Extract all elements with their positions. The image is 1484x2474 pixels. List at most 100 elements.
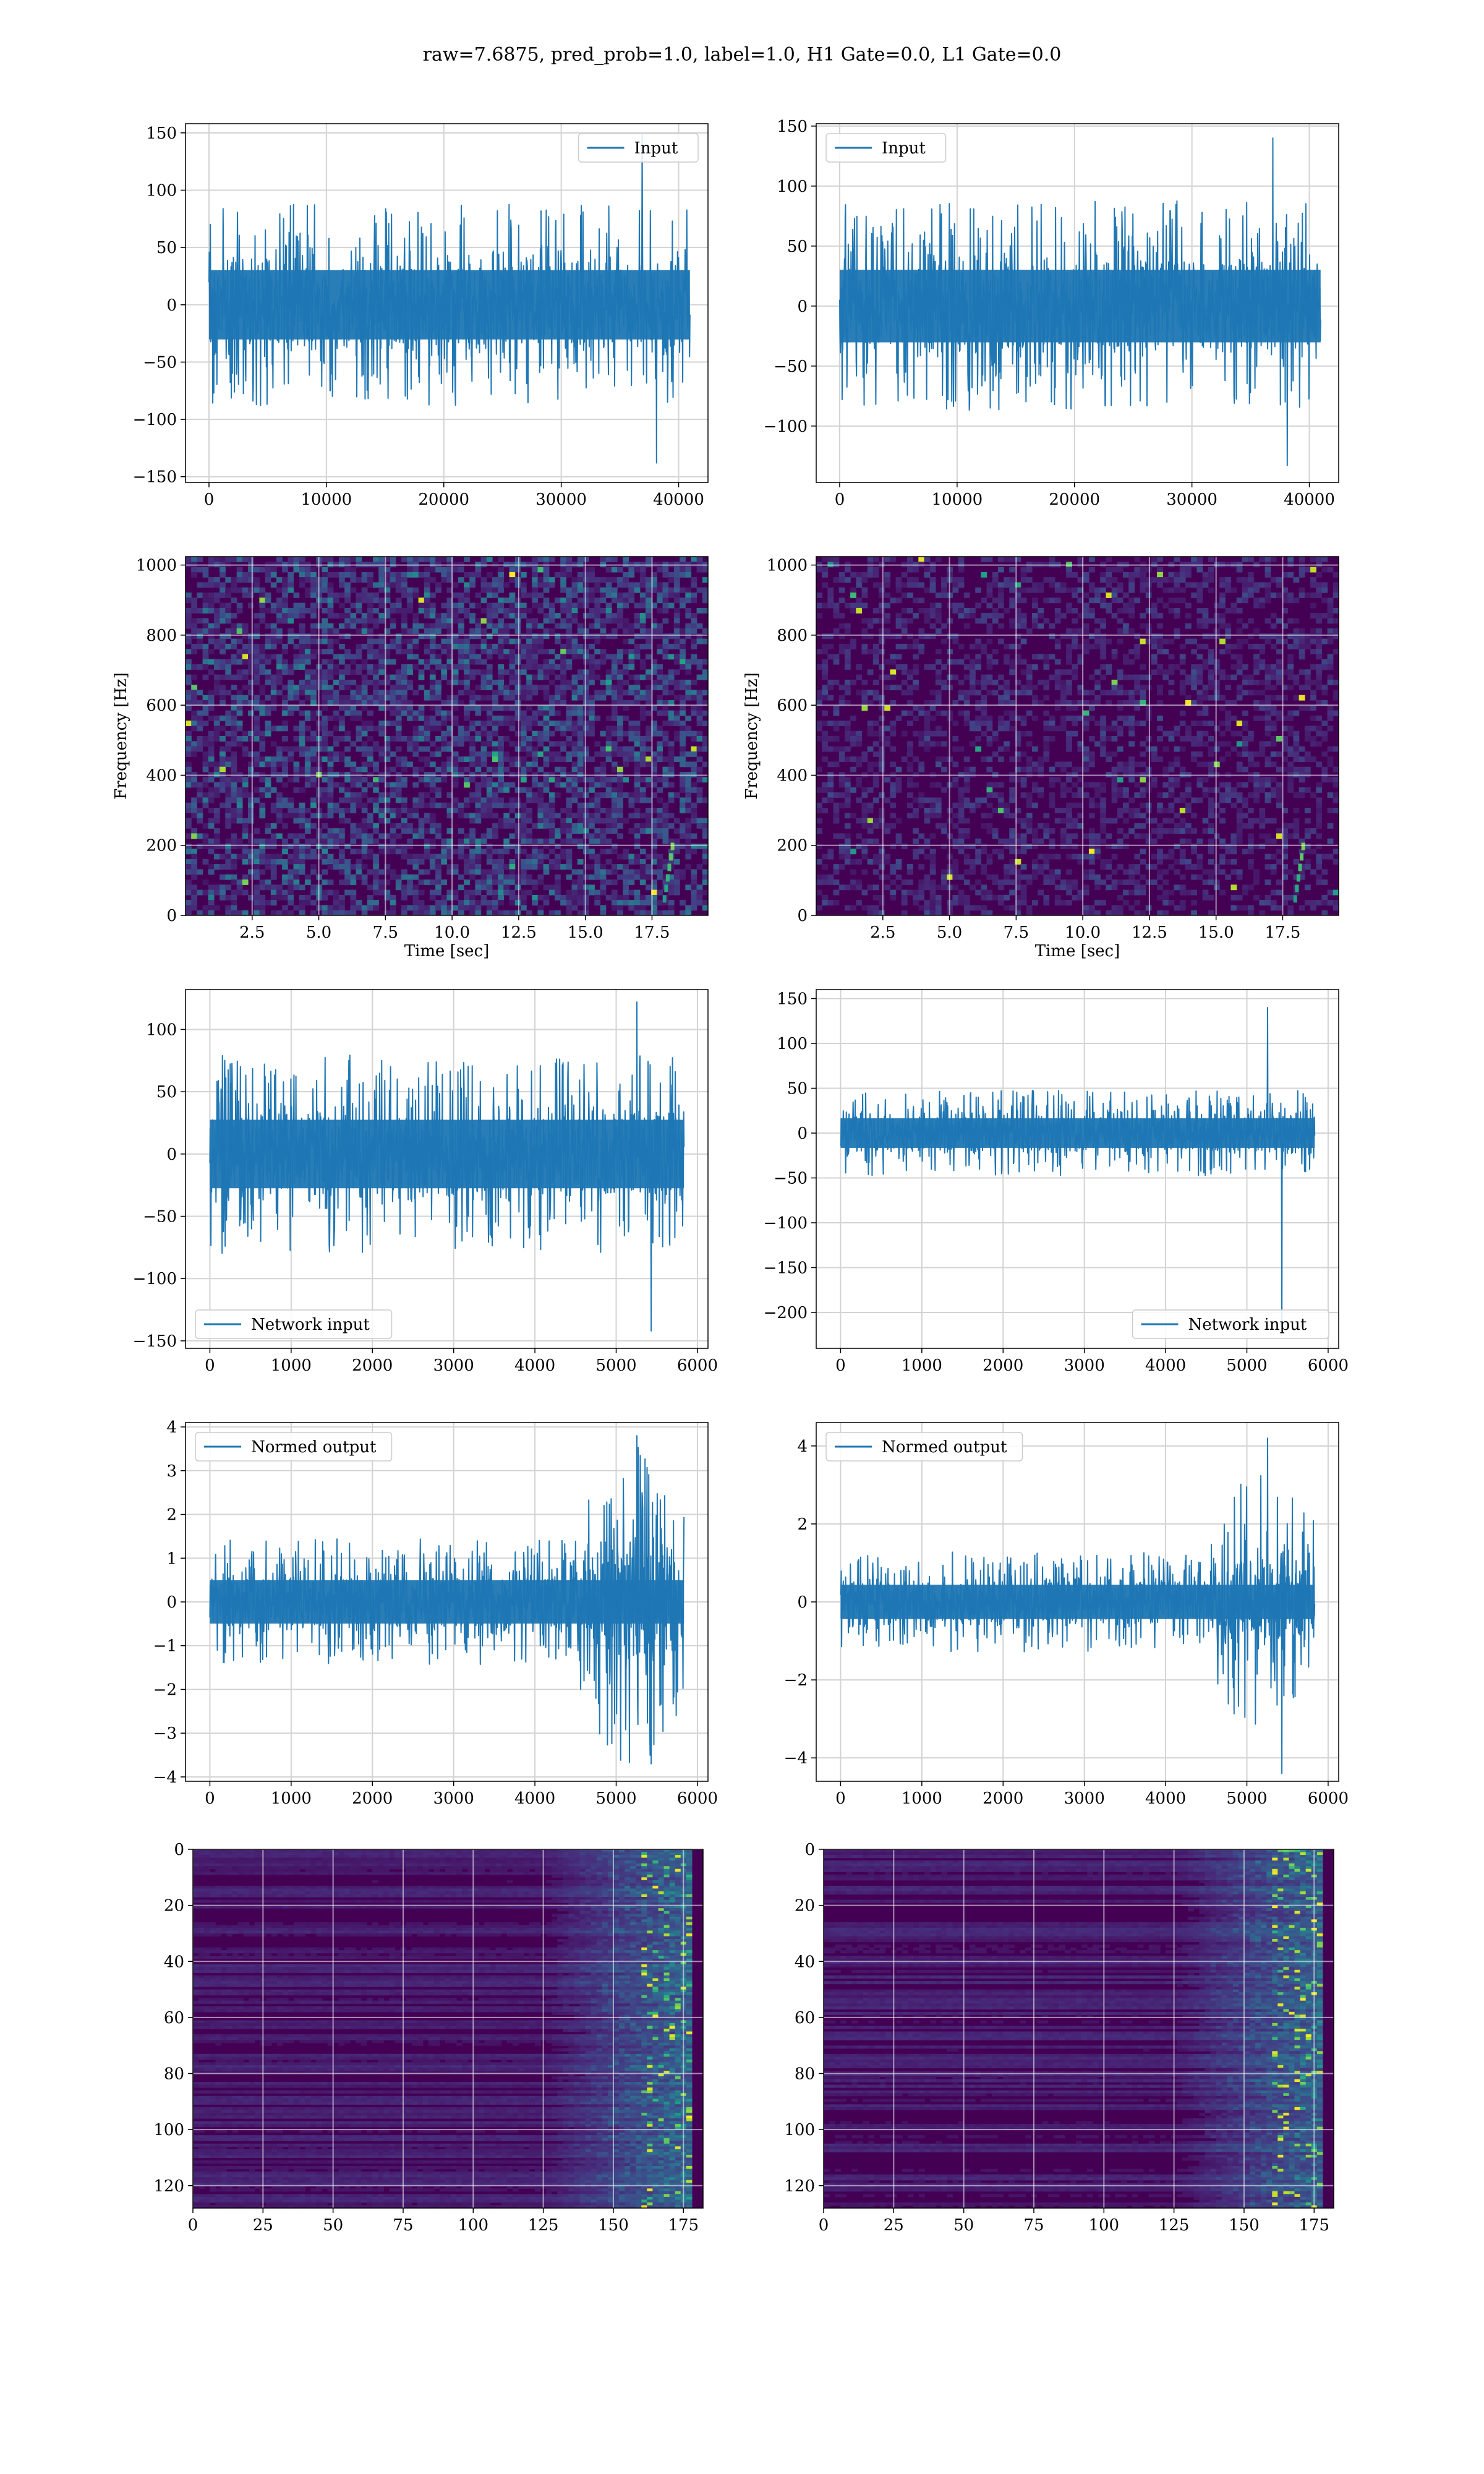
heatmap-cell: [685, 607, 692, 614]
heatmap-cell: [344, 864, 351, 870]
heatmap-cell: [186, 751, 192, 757]
heatmap-cell: [680, 643, 686, 649]
heatmap-cell: [304, 838, 311, 844]
heatmap-cell: [611, 695, 618, 701]
heatmap-cell: [514, 854, 521, 860]
heatmap-cell: [458, 766, 464, 773]
heatmap-cell: [867, 618, 874, 624]
heatmap-cell: [333, 751, 339, 757]
heatmap-cell: [333, 894, 339, 901]
heatmap-cell: [191, 567, 197, 573]
heatmap-cell: [890, 633, 897, 640]
heatmap-cell: [543, 782, 550, 788]
heatmap-cell: [537, 864, 544, 870]
heatmap-cell: [639, 736, 646, 742]
heatmap-cell: [480, 705, 487, 711]
heatmap-cell: [520, 613, 527, 618]
heatmap-cell: [935, 900, 942, 905]
heatmap-cell: [662, 828, 669, 834]
heatmap-cell: [259, 649, 266, 654]
heatmap-cell: [339, 679, 345, 685]
heatmap-cell: [322, 715, 328, 721]
heatmap-cell: [673, 818, 680, 824]
heatmap-cell: [509, 613, 516, 618]
heatmap-cell: [662, 910, 669, 915]
heatmap-cell: [464, 597, 470, 604]
heatmap-cell: [356, 597, 362, 604]
heatmap-cell: [582, 679, 589, 685]
heatmap-cell: [589, 884, 595, 891]
heatmap-cell: [259, 858, 266, 865]
heatmap-cell: [367, 838, 373, 844]
heatmap-cell: [913, 582, 919, 588]
heatmap-cell: [310, 623, 317, 629]
heatmap-cell: [822, 659, 828, 665]
heatmap-cell: [197, 582, 203, 588]
figure-title: raw=7.6875, pred_prob=1.0, label=1.0, H1…: [423, 44, 1062, 66]
heatmap-cell: [350, 823, 357, 829]
heatmap-cell: [304, 766, 311, 773]
heatmap-cell: [236, 721, 243, 726]
heatmap-cell: [186, 884, 192, 891]
heatmap-cell: [498, 597, 504, 604]
heatmap-cell: [646, 726, 652, 732]
heatmap-cell: [691, 900, 697, 905]
heatmap-cell: [486, 715, 493, 721]
heatmap-cell: [856, 782, 863, 788]
heatmap-cell: [901, 756, 908, 762]
heatmap-cell: [197, 736, 203, 742]
heatmap-cell: [270, 858, 277, 865]
heatmap-cell: [582, 582, 589, 588]
heatmap-cell: [560, 685, 566, 690]
heatmap-cell: [446, 695, 453, 701]
heatmap-cell: [276, 854, 283, 860]
heatmap-cell: [617, 577, 623, 583]
heatmap-cell: [628, 736, 635, 742]
heatmap-cell: [220, 674, 226, 680]
heatmap-cell: [259, 741, 266, 747]
heatmap-cell: [361, 664, 368, 670]
heatmap-cell: [429, 607, 436, 614]
heatmap-cell: [446, 756, 453, 762]
heatmap-cell: [265, 674, 271, 680]
heatmap-cell: [327, 838, 334, 844]
heatmap-cell: [367, 643, 373, 649]
heatmap-cell: [350, 679, 357, 685]
heatmap-cell: [680, 602, 686, 609]
heatmap-cell: [582, 567, 589, 573]
heatmap-cell: [582, 669, 589, 675]
heatmap-cell: [288, 756, 294, 762]
heatmap-cell: [611, 669, 618, 675]
heatmap-cell: [571, 869, 578, 875]
heatmap-cell: [293, 633, 300, 640]
heatmap-cell: [259, 597, 266, 604]
heatmap-cell: [310, 674, 317, 680]
heatmap-cell: [424, 607, 430, 614]
heatmap-cell: [242, 633, 249, 640]
heatmap-cell: [367, 577, 373, 583]
heatmap-cell: [186, 818, 192, 824]
heatmap-cell: [498, 849, 504, 855]
heatmap-cell: [248, 818, 254, 824]
heatmap-cell: [514, 582, 521, 588]
heatmap-cell: [696, 659, 703, 665]
heatmap-cell: [872, 654, 879, 660]
heatmap-cell: [555, 751, 561, 757]
heatmap-cell: [685, 854, 692, 860]
heatmap-cell: [617, 593, 623, 598]
heatmap-cell: [236, 741, 243, 747]
heatmap-cell: [322, 607, 328, 614]
heatmap-cell: [327, 828, 334, 834]
heatmap-cell: [486, 654, 493, 660]
heatmap-cell: [225, 607, 232, 614]
heatmap-cell: [407, 643, 413, 649]
heatmap-cell: [702, 659, 708, 665]
heatmap-cell: [288, 808, 294, 813]
heatmap-cell: [941, 664, 947, 670]
heatmap-cell: [242, 654, 249, 660]
heatmap-cell: [191, 833, 197, 839]
heatmap-cell: [401, 587, 407, 593]
heatmap-cell: [662, 813, 669, 819]
heatmap-cell: [259, 710, 266, 716]
heatmap-cell: [600, 730, 607, 737]
